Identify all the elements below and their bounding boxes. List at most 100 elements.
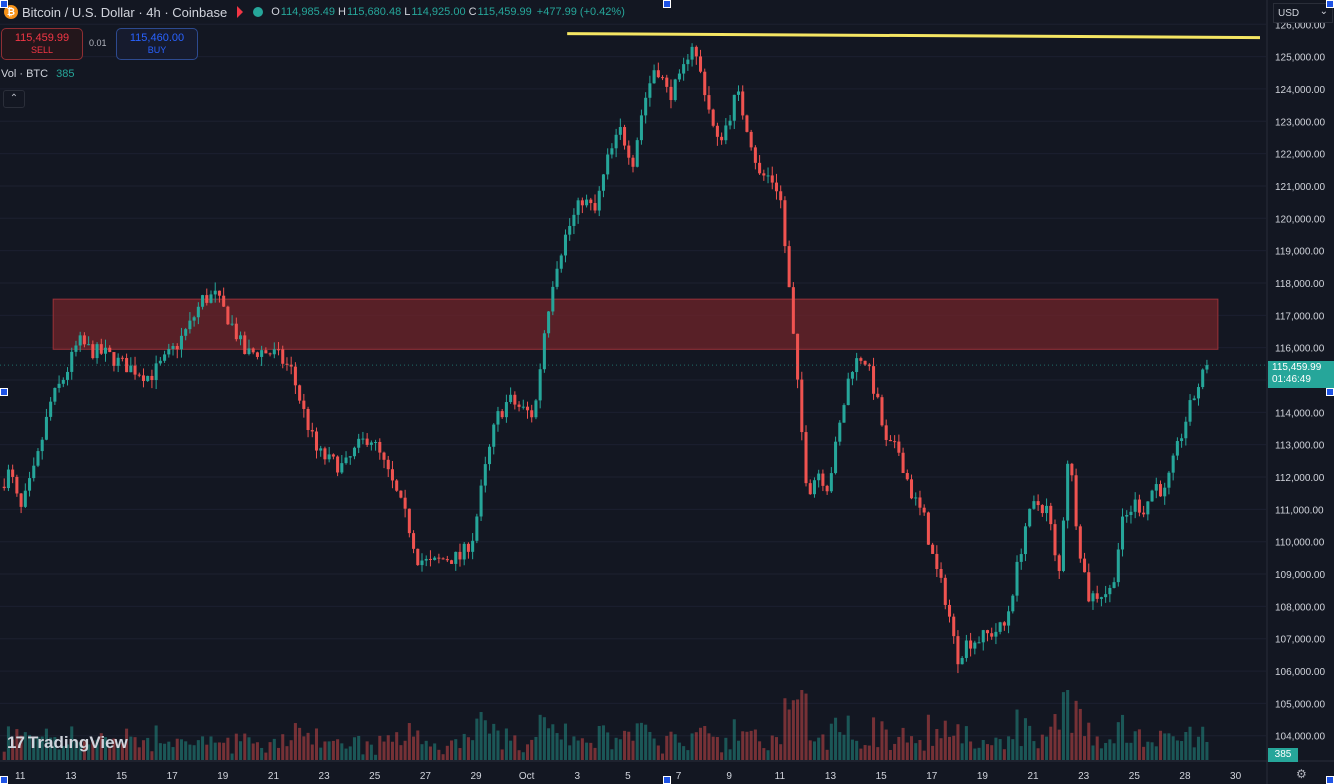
volume-bar xyxy=(669,731,673,760)
buy-price: 115,460.00 xyxy=(129,32,185,44)
time-tick-label: 7 xyxy=(676,771,682,782)
volume-bar xyxy=(779,744,783,760)
candle-body xyxy=(703,71,707,96)
volume-bar xyxy=(369,744,373,760)
time-tick-label: 23 xyxy=(1078,771,1090,782)
volume-bar xyxy=(74,739,78,760)
volume-bar xyxy=(437,749,441,760)
volume-bar xyxy=(521,752,525,760)
volume-bar xyxy=(15,729,19,760)
volume-bar xyxy=(1180,741,1184,760)
candle-body xyxy=(914,497,918,499)
tradingview-logo[interactable]: 17 TradingView xyxy=(7,733,128,753)
candle-body xyxy=(618,127,622,135)
symbol-title[interactable]: Bitcoin / U.S. Dollar · 4h · Coinbase xyxy=(22,4,228,20)
volume-bar xyxy=(445,745,449,760)
candle-body xyxy=(289,364,293,367)
volume-bar xyxy=(1137,729,1141,760)
volume-bar xyxy=(247,737,251,760)
volume-bar xyxy=(922,750,926,760)
candle-body xyxy=(445,559,449,561)
candle-body xyxy=(1019,554,1023,562)
volume-bar xyxy=(808,740,812,760)
line-layer[interactable] xyxy=(0,32,1266,366)
candle-body xyxy=(542,333,546,370)
candle-body xyxy=(340,463,344,473)
volume-bar xyxy=(492,723,496,760)
volume-bar xyxy=(796,699,800,760)
candle-body xyxy=(154,363,158,381)
zone-layer[interactable] xyxy=(52,298,1219,350)
volume-bar xyxy=(1146,741,1150,760)
volume-bar xyxy=(985,744,989,760)
selection-handle-icon[interactable] xyxy=(1326,776,1334,784)
volume-bar xyxy=(846,715,850,760)
volume-legend[interactable]: Vol · BTC 385 xyxy=(1,68,74,80)
candle-body xyxy=(774,182,778,192)
selection-handle-icon[interactable] xyxy=(663,0,671,8)
candle-body xyxy=(872,366,876,394)
candle-body xyxy=(260,350,264,357)
candle-body xyxy=(209,294,213,303)
candle-body xyxy=(589,199,593,204)
candle-body xyxy=(1125,515,1129,517)
collapse-legend-button[interactable]: ⌃ xyxy=(3,90,25,108)
price-tick-label: 125,000.00 xyxy=(1275,53,1325,64)
candle-body xyxy=(665,77,669,87)
candle-body xyxy=(416,548,420,566)
volume-bar xyxy=(277,747,281,760)
volume-bar xyxy=(1036,748,1040,760)
candle-body xyxy=(947,604,952,617)
price-tick-label: 104,000.00 xyxy=(1275,732,1325,743)
candle-body xyxy=(964,640,968,658)
candle-body xyxy=(407,508,411,534)
price-tick-label: 117,000.00 xyxy=(1275,311,1325,322)
currency-select[interactable]: USD xyxy=(1273,2,1333,23)
candle-body xyxy=(492,424,496,447)
candle-body xyxy=(53,387,57,402)
volume-bar xyxy=(855,740,859,760)
selection-handle-icon[interactable] xyxy=(0,776,8,784)
candle-body xyxy=(956,636,960,665)
time-tick-label: 3 xyxy=(575,771,581,782)
volume-bar xyxy=(551,724,555,760)
volume-bar xyxy=(593,747,597,760)
volume-bar xyxy=(319,747,323,760)
settings-gear-icon[interactable]: ⚙ xyxy=(1296,767,1307,781)
candle-body xyxy=(137,374,141,376)
candle-body xyxy=(466,543,470,552)
candle-body xyxy=(521,406,525,408)
volume-bar xyxy=(1142,746,1146,760)
selection-handle-icon[interactable] xyxy=(0,0,8,8)
buy-button[interactable]: 115,460.00 BUY xyxy=(116,28,198,60)
volume-bar xyxy=(53,737,57,760)
candle-body xyxy=(736,91,741,95)
selection-handle-icon[interactable] xyxy=(1326,388,1334,396)
candle-body xyxy=(87,344,91,346)
candle-body xyxy=(825,485,829,492)
volume-bar xyxy=(859,748,863,760)
candle-body xyxy=(1045,505,1049,514)
candle-body xyxy=(1007,611,1011,626)
selection-handle-icon[interactable] xyxy=(0,388,8,396)
candle-body xyxy=(888,439,892,442)
volume-bar xyxy=(563,723,567,760)
candle-body xyxy=(386,459,390,470)
candle-body xyxy=(158,360,162,364)
sell-button[interactable]: 115,459.99 SELL xyxy=(1,28,83,60)
selection-handle-icon[interactable] xyxy=(663,776,671,784)
selection-handle-icon[interactable] xyxy=(1326,0,1334,8)
volume-bar xyxy=(665,735,669,760)
volume-bar xyxy=(483,720,487,760)
candle-body xyxy=(1158,484,1163,497)
volume-bar xyxy=(1121,714,1125,760)
bitcoin-icon: ₿ xyxy=(4,5,18,19)
market-status-icon[interactable] xyxy=(253,7,264,17)
volume-bar xyxy=(610,749,614,760)
candle-body xyxy=(196,306,200,318)
candle-body xyxy=(677,73,681,80)
volume-bar xyxy=(403,740,407,760)
candle-body xyxy=(981,630,985,643)
